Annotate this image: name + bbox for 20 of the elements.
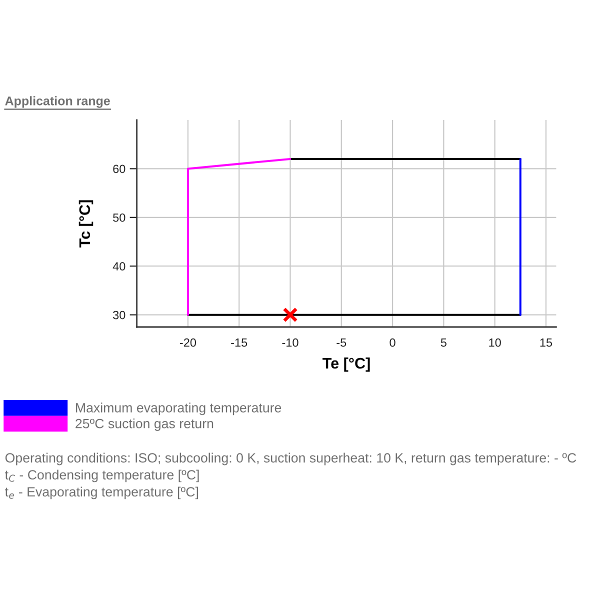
x-tick-label: 15: [540, 338, 552, 347]
x-tick-label: 0: [390, 338, 396, 347]
y-axis-title: Tc [°C]: [78, 200, 94, 248]
legend-label: Maximum evaporating temperature: [76, 402, 282, 416]
x-tick-label: 5: [440, 338, 446, 347]
x-tick-label: 10: [489, 338, 501, 347]
legend-label: 25ºC suction gas return: [76, 418, 214, 431]
y-tick-label: 50: [113, 213, 126, 222]
x-tick-label: -10: [282, 338, 298, 347]
y-tick-label: 60: [113, 164, 126, 174]
x-tick-label: -15: [231, 338, 248, 347]
y-tick-label: 30: [113, 310, 126, 320]
x-tick-label: -5: [336, 338, 346, 347]
text: Operating conditions: ISO; subcooling: 0 K, suction superheat: 10 K, return gas temperature: - ºC: [5, 452, 576, 466]
chart-title: Application range: [5, 96, 110, 108]
x-axis-title: Te [°C]: [322, 357, 370, 372]
text: t$_{e}$ - Evaporating temperature [ºC]: [5, 486, 198, 500]
text: t$_{C}$ - Condensing temperature [ºC]: [5, 470, 199, 482]
y-tick-label: 40: [112, 262, 126, 271]
x-tick-label: -20: [180, 338, 196, 347]
